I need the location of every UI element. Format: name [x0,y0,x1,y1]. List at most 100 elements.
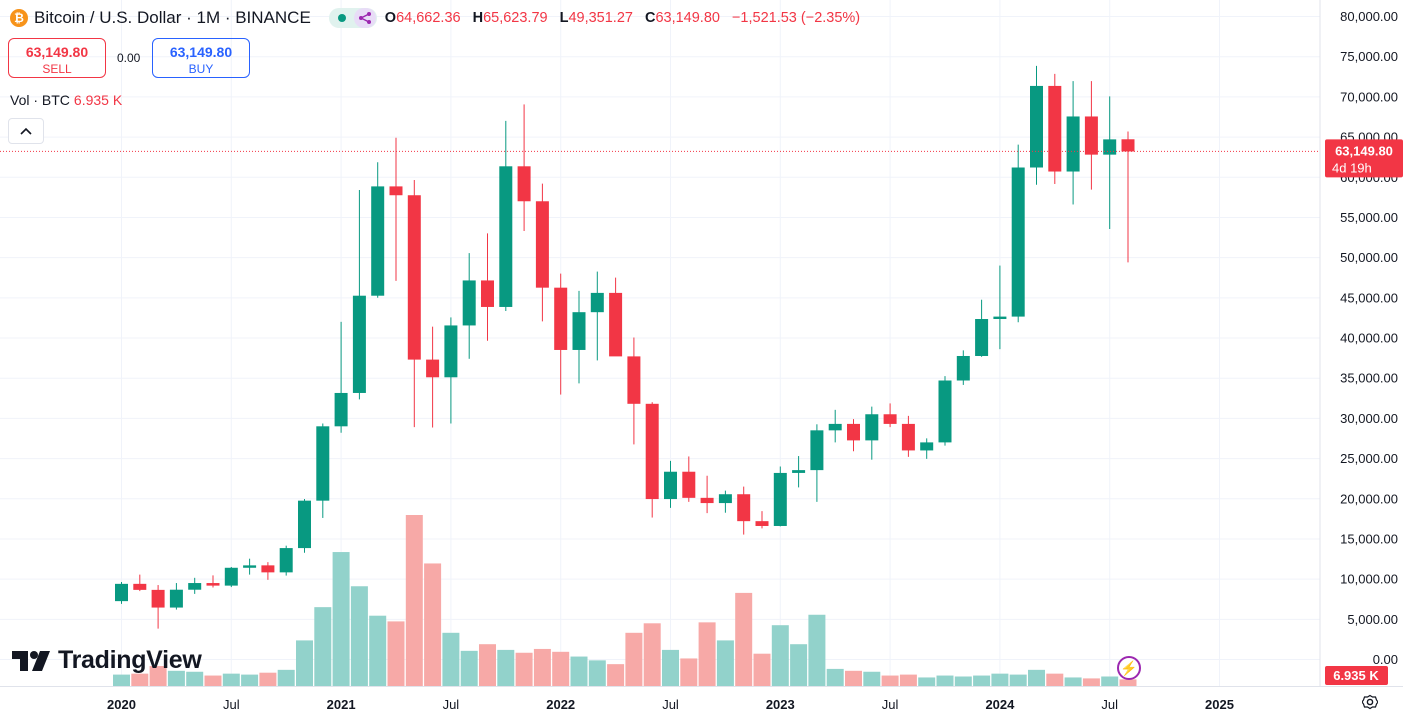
volume-legend: Vol · BTC 6.935 K [10,92,122,108]
time-axis-tick-label: Jul [223,697,240,712]
volume-bar [387,621,405,686]
candle-body [700,497,714,504]
candle-body [572,312,586,350]
volume-bar [515,652,533,686]
volume-bar [277,669,295,686]
volume-bar [222,673,240,686]
close-value: 63,149.80 [655,10,720,26]
volume-bar [753,653,771,686]
candle-body [499,166,513,307]
volume-bar [570,656,588,686]
volume-bar [314,607,332,686]
price-axis-tick-label: 45,000.00 [1340,290,1398,305]
volume-bar [405,515,423,686]
spread-value: 0.00 [117,51,141,65]
candle-body [938,380,952,443]
volume-bar [607,664,625,686]
settings-gear-icon[interactable] [1358,690,1382,714]
candle-body [755,521,769,526]
candle-body [645,403,659,500]
sell-label: SELL [42,62,72,76]
volume-bar [716,640,734,686]
tradingview-logo-icon [12,650,50,671]
chart-header: ₿ Bitcoin / U.S. Dollar · 1M · BINANCE O… [10,8,866,28]
volume-bar [424,563,442,686]
candle-body [426,359,440,378]
volume-bar [790,644,808,686]
open-value: 64,662.36 [396,10,461,26]
bitcoin-icon: ₿ [10,9,28,27]
price-axis-tick-label: 25,000.00 [1340,451,1398,466]
candle-body [298,500,311,549]
candle-body [517,166,531,202]
volume-bar [296,640,313,686]
time-axis-tick-label: 2020 [107,697,136,712]
sell-button[interactable]: 63,149.80 SELL [8,38,106,78]
volume-bar [460,650,478,686]
candle-body [1084,116,1098,155]
volume-bar [1028,669,1045,686]
candle-body [133,583,147,590]
candle-body [920,442,934,451]
price-axis-tick-label: 55,000.00 [1340,210,1398,225]
volume-value: 6.935 K [73,92,123,108]
candle-body [883,414,897,424]
candle-body [590,292,604,313]
market-status-pill[interactable] [328,8,377,28]
candle-body [188,583,202,590]
candle-body [718,494,732,504]
volume-bar [113,674,130,686]
candle-body [956,355,970,381]
candle-body [901,423,915,451]
volume-bar [991,673,1009,686]
share-icon[interactable] [353,8,376,28]
volume-bar [954,676,972,686]
collapse-legend-button[interactable] [8,118,44,144]
candle-body [664,471,677,500]
volume-bar [936,675,954,686]
candle-body [444,325,458,378]
price-axis-tick-label: 0.00 [1373,652,1398,667]
change-value: −1,521.53 (−2.35%) [731,10,861,26]
volume-bar [662,649,679,686]
tradingview-logo[interactable]: TradingView [12,646,202,675]
price-axis-tick-label: 30,000.00 [1340,411,1398,426]
volume-tag [1325,666,1388,685]
volume-tag-value: 6.935 K [1333,668,1379,683]
volume-bar [533,648,551,686]
volume-bar [625,632,643,686]
sell-price: 63,149.80 [25,44,89,60]
candle-body [224,567,238,586]
buy-button[interactable]: 63,149.80 BUY [152,38,250,78]
price-axis-tick-label: 40,000.00 [1340,331,1398,346]
time-axis-tick-label: Jul [443,697,460,712]
price-axis-tick-label: 20,000.00 [1340,491,1398,506]
volume-bar [1046,673,1064,686]
time-axis-tick-label: Jul [662,697,679,712]
candle-body [334,392,348,427]
volume-bar [1064,677,1082,686]
volume-bar [808,614,826,686]
candle-body [151,589,165,608]
price-axis-tick-label: 75,000.00 [1340,49,1398,64]
lightning-icon[interactable]: ⚡ [1117,656,1141,680]
volume-bar [588,660,606,686]
volume-bar [881,675,899,686]
price-tag-value: 63,149.80 [1335,143,1393,158]
buy-price: 63,149.80 [169,44,233,60]
volume-bar [204,675,222,686]
volume-bar [167,670,185,686]
candle-body [1048,85,1062,172]
volume-bar [131,673,149,686]
candle-body [554,287,568,350]
buy-label: BUY [188,62,214,76]
volume-bar [918,677,936,686]
market-open-dot [337,14,346,22]
volume-bar [1101,676,1119,686]
symbol-title[interactable]: Bitcoin / U.S. Dollar · 1M · BINANCE [34,8,311,27]
candle-body [279,548,293,573]
candle-body [1011,167,1025,317]
logo-text: TradingView [58,646,202,674]
ohlc-readout: O64,662.36 H65,623.79 L49,351.27 C63,149.80… [384,10,861,26]
